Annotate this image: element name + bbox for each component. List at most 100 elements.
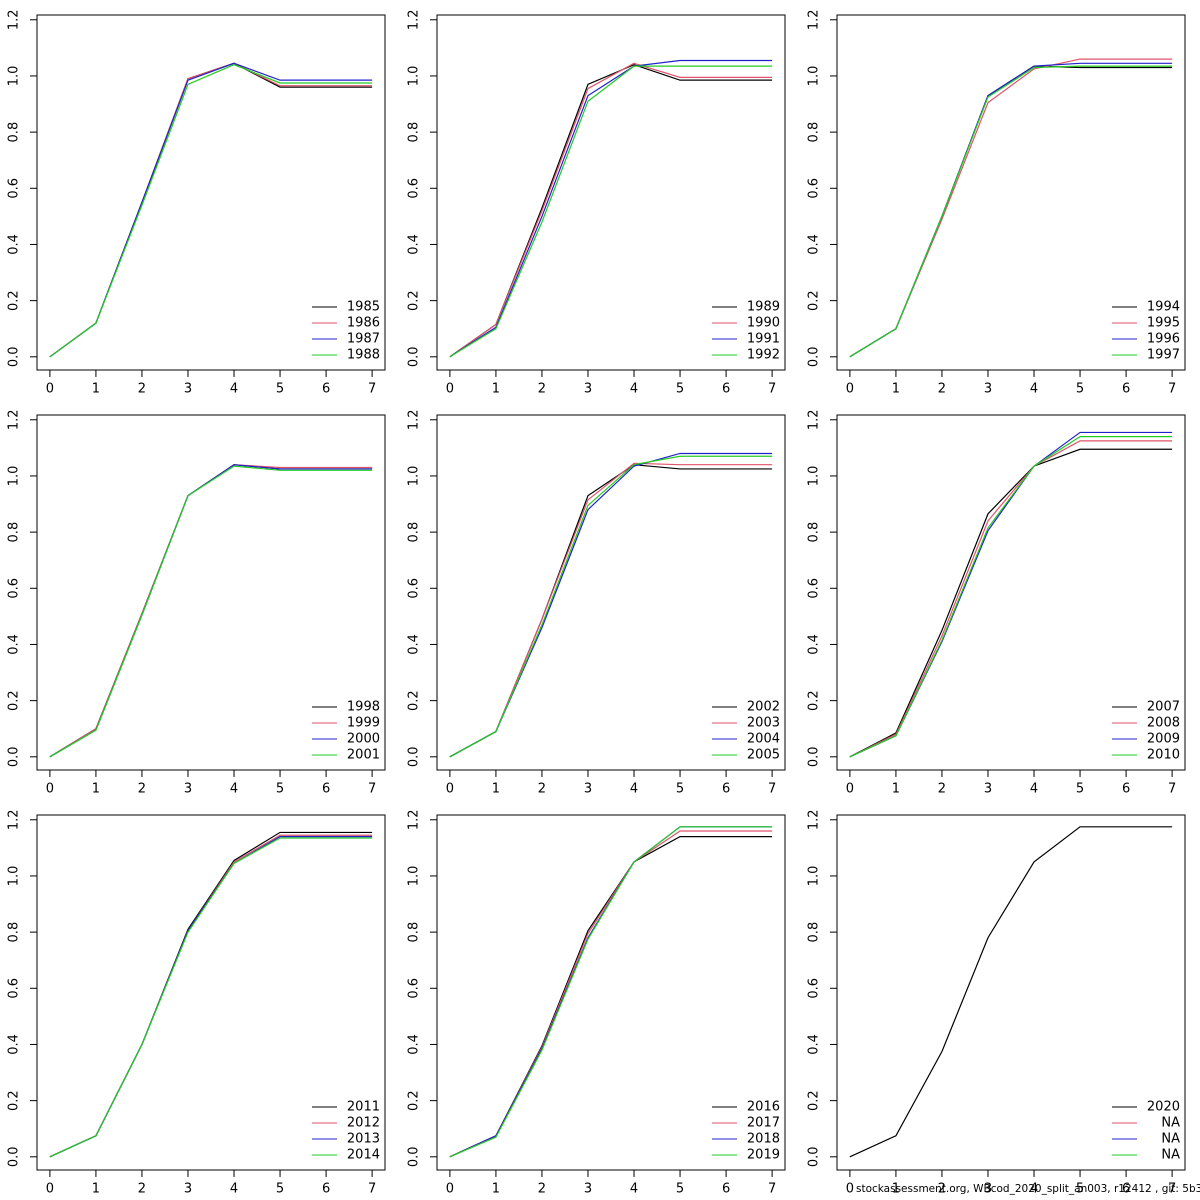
y-tick-label: 0.4 [7, 1034, 22, 1055]
plot-box [436, 814, 786, 1171]
x-tick-label: 4 [230, 782, 238, 797]
x-tick-label: 4 [1030, 782, 1038, 797]
x-tick-label: 7 [768, 1182, 776, 1197]
x-tick-label: 2 [938, 382, 946, 397]
legend-label: 1995 [1147, 316, 1180, 331]
legend-label: 2001 [347, 748, 380, 763]
x-tick-label: 3 [584, 1182, 592, 1197]
x-tick-label: 5 [1076, 1182, 1084, 1197]
legend-label: NA [1161, 1132, 1180, 1147]
legend-label: 2012 [347, 1116, 380, 1131]
x-tick-label: 7 [1168, 782, 1176, 797]
y-tick-label: 0.8 [407, 122, 422, 143]
y-tick-label: 1.0 [7, 866, 22, 887]
legend-label: NA [1161, 1116, 1180, 1131]
x-tick-label: 3 [984, 782, 992, 797]
x-tick-label: 2 [938, 782, 946, 797]
x-tick-label: 7 [1168, 1182, 1176, 1197]
plot-box [836, 814, 1186, 1171]
y-tick-label: 1.0 [7, 466, 22, 487]
x-tick-label: 0 [446, 1182, 454, 1197]
y-tick-label: 0.2 [807, 1090, 822, 1111]
legend-label: 2007 [1147, 700, 1180, 715]
y-tick-label: 1.2 [807, 409, 822, 430]
x-tick-label: 0 [46, 782, 54, 797]
footer: stockassessment.org, WBcod_2020_split_an… [856, 1183, 1200, 1195]
x-tick-label: 2 [538, 782, 546, 797]
x-tick-label: 3 [184, 1182, 192, 1197]
x-tick-label: 6 [1122, 782, 1130, 797]
y-tick-label: 0.0 [407, 746, 422, 767]
series-line [849, 440, 1173, 758]
y-tick-label: 1.0 [807, 866, 822, 887]
y-tick-label: 1.2 [7, 809, 22, 830]
legend-label: 2018 [747, 1132, 780, 1147]
y-tick-label: 0.6 [807, 578, 822, 599]
y-tick-label: 1.2 [807, 809, 822, 830]
y-tick-label: 0.0 [7, 346, 22, 367]
legend-label: 2000 [347, 732, 380, 747]
y-tick-label: 0.2 [807, 290, 822, 311]
legend-label: 1991 [747, 332, 780, 347]
x-tick-label: 4 [630, 1182, 638, 1197]
y-tick-label: 1.0 [807, 66, 822, 87]
series-line [49, 837, 373, 1158]
y-tick-label: 0.0 [807, 746, 822, 767]
y-tick-label: 1.2 [407, 409, 422, 430]
y-tick-label: 0.6 [7, 178, 22, 199]
x-tick-label: 0 [446, 382, 454, 397]
legend-label: 2003 [747, 716, 780, 731]
x-tick-label: 2 [538, 1182, 546, 1197]
y-tick-label: 1.0 [407, 466, 422, 487]
x-tick-label: 1 [92, 782, 100, 797]
y-tick-label: 0.4 [407, 1034, 422, 1055]
plot-box [836, 414, 1186, 771]
legend-label: 2017 [747, 1116, 780, 1131]
y-tick-label: 0.6 [807, 178, 822, 199]
y-tick-label: 0.0 [7, 1146, 22, 1167]
legend-label: 1998 [347, 700, 380, 715]
y-tick-label: 0.4 [407, 634, 422, 655]
x-tick-label: 4 [630, 382, 638, 397]
panel: 0.0 0.2 0.4 0.6 0.8 1.0 1.2 0 1 2 3 4 5 6 7 20072008200… [807, 409, 1186, 797]
x-tick-label: 0 [446, 782, 454, 797]
y-tick-label: 1.2 [807, 9, 822, 30]
x-tick-label: 7 [368, 1182, 376, 1197]
y-tick-label: 0.8 [807, 522, 822, 543]
legend-label: 2011 [347, 1100, 380, 1115]
y-tick-label: 0.6 [7, 578, 22, 599]
panel: 0.00.20.40.60.81.01.20 1 2 3 4 5 6 720112012201… [7, 809, 386, 1197]
x-tick-label: 1 [92, 382, 100, 397]
panel: 0.00.20.40.60.81.01.20 1 2 3 4 5 6 720022003200… [407, 409, 786, 797]
x-tick-label: 5 [676, 1182, 684, 1197]
y-tick-label: 0.4 [7, 634, 22, 655]
legend-label: 1992 [747, 348, 780, 363]
y-tick-label: 1.2 [407, 9, 422, 30]
legend-label: 1987 [347, 332, 380, 347]
legend-label: 2014 [347, 1148, 380, 1163]
x-tick-label: 5 [276, 382, 284, 397]
x-tick-label: 0 [846, 782, 854, 797]
legend-label: 1999 [347, 716, 380, 731]
legend-label: 2020 [1147, 1100, 1180, 1115]
y-tick-label: 0.8 [7, 922, 22, 943]
y-tick-label: 0.6 [407, 178, 422, 199]
legend-label: 1990 [747, 316, 780, 331]
legend-label: 1988 [347, 348, 380, 363]
y-tick-label: 1.0 [407, 66, 422, 87]
y-tick-label: 0.4 [7, 234, 22, 255]
y-tick-label: 0.4 [407, 234, 422, 255]
x-tick-label: 0 [846, 1182, 854, 1197]
legend-label: 2010 [1147, 748, 1180, 763]
y-tick-label: 1.0 [407, 866, 422, 887]
series-line [49, 465, 373, 758]
panel: 0.00.20.40.60.81.01.20 1 2 3 4 5 6 719981999200… [7, 409, 386, 797]
x-tick-label: 6 [1122, 382, 1130, 397]
legend-label: NA [1161, 1148, 1180, 1163]
x-tick-label: 6 [722, 782, 730, 797]
y-tick-label: 1.2 [407, 809, 422, 830]
legend-label: 2004 [747, 732, 780, 747]
series-line [449, 59, 773, 358]
y-tick-label: 0.8 [7, 122, 22, 143]
